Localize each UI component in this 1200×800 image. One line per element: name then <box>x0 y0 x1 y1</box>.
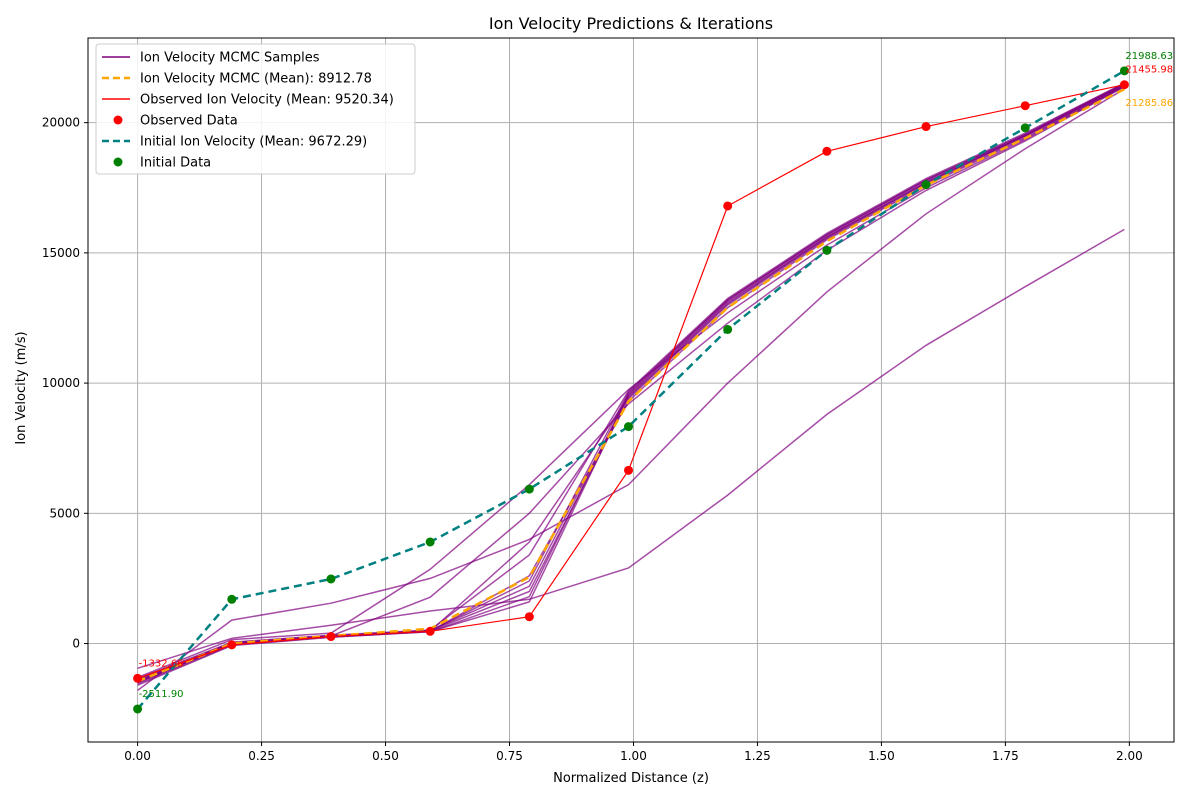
legend-label: Observed Ion Velocity (Mean: 9520.34) <box>140 93 394 108</box>
legend-marker <box>113 115 123 125</box>
observed-point <box>326 632 336 642</box>
y-tick-label: 5000 <box>49 506 80 520</box>
y-tick-label: 15000 <box>42 246 80 260</box>
observed-point <box>1020 101 1030 111</box>
initial-point <box>133 704 143 714</box>
observed-point <box>723 201 733 211</box>
mcmc-sample-line <box>137 85 1125 679</box>
mcmc-sample-line <box>137 82 1125 680</box>
observed-point <box>921 122 931 132</box>
legend-box <box>95 43 416 175</box>
initial-point <box>524 484 534 494</box>
initial-point <box>1020 123 1030 133</box>
initial-point <box>822 245 832 255</box>
value-annotation: -1332.66 <box>139 658 184 669</box>
x-tick-label: 0.25 <box>248 749 275 763</box>
chart-title: Ion Velocity Predictions & Iterations <box>489 14 773 33</box>
observed-point <box>425 626 435 636</box>
x-tick-label: 1.00 <box>620 749 647 763</box>
x-axis-ticks: 0.00 0.25 0.50 0.75 1.00 1.25 1.50 1.75 2.00 <box>124 742 1143 763</box>
x-axis-label: Normalized Distance (z) <box>553 771 709 786</box>
x-tick-label: 0.75 <box>496 749 523 763</box>
legend-label: Initial Data <box>140 156 211 171</box>
observed-point <box>133 673 143 683</box>
mcmc-sample-line <box>137 86 1125 682</box>
mcmc-sample-line <box>137 85 1125 684</box>
x-tick-label: 0.50 <box>372 749 399 763</box>
legend-label: Ion Velocity MCMC Samples <box>140 51 320 66</box>
mcmc-sample-line <box>137 228 1125 670</box>
value-annotation: 21988.63 <box>1125 51 1173 62</box>
observed-point <box>624 465 634 475</box>
y-axis-ticks: 0 5000 10000 15000 20000 <box>42 116 88 651</box>
legend: Ion Velocity MCMC Samples Ion Velocity MC… <box>95 43 416 175</box>
observed-point <box>822 146 832 156</box>
observed-point <box>1119 80 1129 90</box>
initial-point <box>921 180 931 190</box>
initial-point <box>723 324 733 334</box>
x-tick-label: 1.75 <box>992 749 1019 763</box>
annotations: 21988.63 21455.98 21285.86 -1332.66 -2511.90 <box>139 51 1174 700</box>
observed-point <box>524 612 534 622</box>
y-tick-label: 20000 <box>42 116 80 130</box>
value-annotation: -2511.90 <box>139 689 184 700</box>
y-tick-label: 0 <box>72 637 80 651</box>
plot-frame <box>87 37 1175 743</box>
value-annotation: 21455.98 <box>1125 65 1173 76</box>
initial-point <box>624 422 634 432</box>
y-tick-label: 10000 <box>42 376 80 390</box>
x-tick-label: 0.00 <box>124 749 151 763</box>
initial-line <box>136 69 1126 710</box>
legend-label: Ion Velocity MCMC (Mean): 8912.78 <box>140 72 372 87</box>
x-tick-label: 1.50 <box>868 749 895 763</box>
y-axis-label: Ion Velocity (m/s) <box>14 331 29 444</box>
data-points <box>133 66 1129 714</box>
x-tick-label: 2.00 <box>1116 749 1143 763</box>
initial-point <box>425 537 435 547</box>
initial-point <box>227 594 237 604</box>
legend-label: Initial Ion Velocity (Mean: 9672.29) <box>140 135 367 150</box>
x-tick-label: 1.25 <box>744 749 771 763</box>
observed-point <box>227 640 237 650</box>
mcmc-mean-line <box>137 88 1125 683</box>
initial-point <box>326 574 336 584</box>
initial-point <box>1119 66 1129 76</box>
value-annotation: 21285.86 <box>1125 98 1173 109</box>
mcmc-sample-line <box>137 88 1125 692</box>
legend-marker <box>113 157 123 167</box>
legend-label: Observed Data <box>140 114 238 129</box>
